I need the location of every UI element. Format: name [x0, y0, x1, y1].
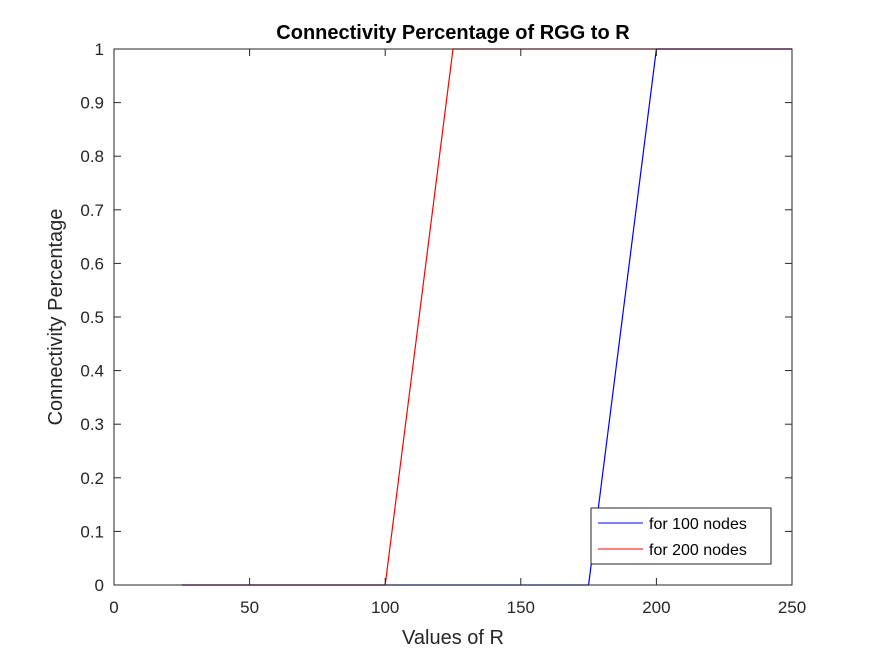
- y-tick-label: 0.7: [80, 201, 104, 220]
- x-tick-label: 0: [109, 598, 118, 617]
- axes-box: [113, 48, 793, 586]
- legend-label-series-2: for 200 nodes: [649, 542, 747, 559]
- y-tick-labels: 0 0.1 0.2 0.3 0.4 0.5 0.6 0.7 0.8 0.9 1: [80, 40, 104, 595]
- legend-box: [590, 507, 772, 565]
- tick-marks: [113, 48, 793, 586]
- y-tick-label: 1: [95, 40, 104, 59]
- plot-area: [114, 49, 792, 585]
- y-tick-label: 0.9: [80, 94, 104, 113]
- axes: 0 50 100 150 200 250 0 0.1 0.2 0.3 0.4 0.5 0.6 0.7 0.…: [80, 40, 806, 617]
- y-tick-label: 0.1: [80, 522, 104, 541]
- x-tick-label: 150: [507, 598, 535, 617]
- y-tick-label: 0.3: [80, 415, 104, 434]
- x-tick-label: 250: [778, 598, 806, 617]
- y-tick-label: 0.6: [80, 254, 104, 273]
- y-tick-label: 0.5: [80, 308, 104, 327]
- y-tick-label: 0: [95, 576, 104, 595]
- legend-label-series-1: for 100 nodes: [649, 516, 747, 533]
- x-axis-label: Values of R: [402, 627, 504, 649]
- y-tick-label: 0.2: [80, 469, 104, 488]
- x-tick-label: 200: [642, 598, 670, 617]
- y-tick-label: 0.4: [80, 362, 104, 381]
- legend: for 100 nodes for 200 nodes: [590, 507, 772, 565]
- y-axis-label: Connectivity Percentage: [45, 209, 67, 426]
- x-tick-label: 50: [240, 598, 259, 617]
- y-tick-label: 0.8: [80, 147, 104, 166]
- chart-title: Connectivity Percentage of RGG to R: [276, 22, 630, 44]
- x-tick-labels: 0 50 100 150 200 250: [109, 598, 806, 617]
- x-tick-label: 100: [371, 598, 399, 617]
